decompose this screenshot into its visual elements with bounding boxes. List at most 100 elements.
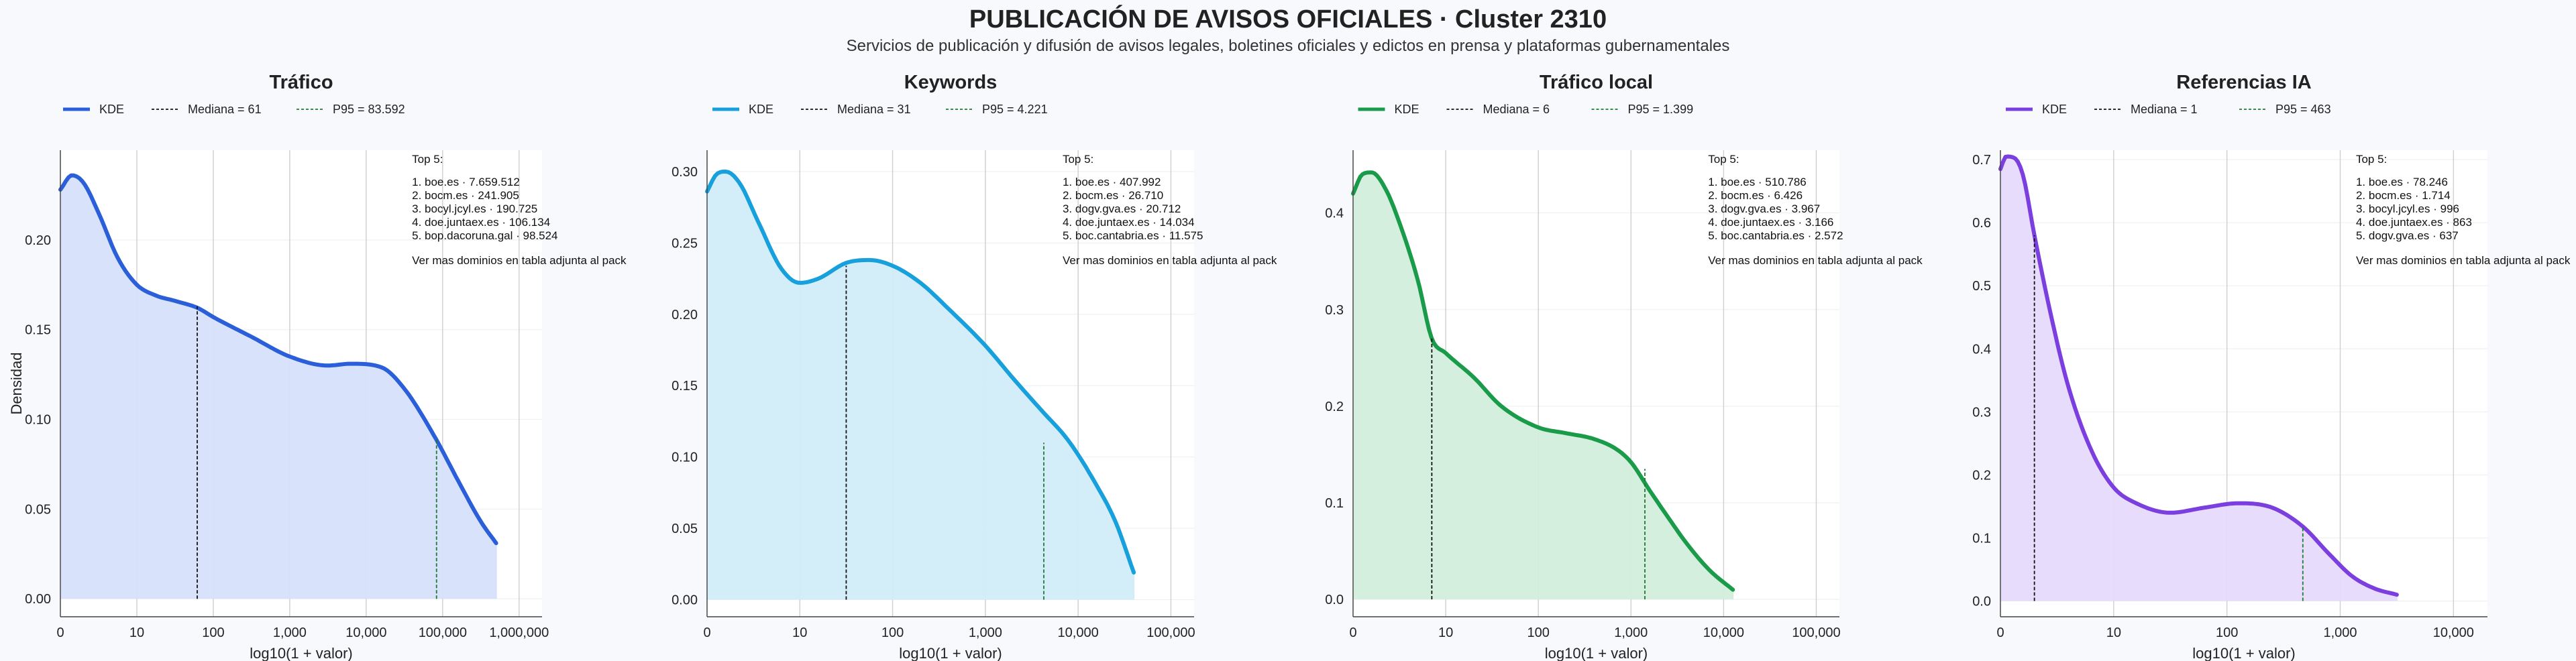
y-tick-label: 0.20 [25, 233, 51, 248]
x-tick-label: 0 [56, 625, 64, 640]
legend-kde-label: KDE [749, 103, 773, 116]
y-tick-label: 0.3 [1972, 405, 1991, 420]
kde-area [2000, 156, 2397, 601]
panel-title: Keywords [904, 72, 998, 93]
x-tick-label: 100 [2216, 625, 2238, 640]
top5-item: 2. bocm.es · 241.905 [412, 189, 519, 202]
kde-area [1353, 172, 1733, 600]
legend-p95-label: P95 = 1.399 [1628, 103, 1694, 116]
top5-item: 1. boe.es · 78.246 [2356, 176, 2448, 188]
page-title: PUBLICACIÓN DE AVISOS OFICIALES · Cluste… [969, 5, 1607, 34]
x-tick-label: 0 [703, 625, 710, 640]
x-tick-label: 10 [2106, 625, 2121, 640]
y-tick-label: 0.20 [672, 308, 698, 322]
x-tick-label: 10,000 [345, 625, 386, 640]
y-tick-label: 0.10 [25, 413, 51, 428]
x-tick-label: 10,000 [1058, 625, 1099, 640]
top5-item: 2. bocm.es · 1.714 [2356, 189, 2451, 202]
x-tick-label: 10,000 [1703, 625, 1744, 640]
top5-item: 1. boe.es · 7.659.512 [412, 176, 520, 188]
top5-item: 5. boc.cantabria.es · 2.572 [1708, 229, 1843, 242]
x-tick-label: 10 [792, 625, 807, 640]
y-tick-label: 0.25 [672, 236, 698, 251]
y-tick-label: 0.5 [1972, 279, 1991, 294]
page-subtitle: Servicios de publicación y difusión de a… [846, 37, 1730, 55]
legend-median-label: Mediana = 6 [1483, 103, 1550, 116]
y-tick-label: 0.7 [1972, 153, 1991, 168]
y-tick-label: 0.2 [1325, 400, 1344, 414]
top5-item: 1. boe.es · 407.992 [1063, 176, 1161, 188]
legend-kde-label: KDE [1395, 103, 1419, 116]
y-tick-label: 0.3 [1325, 303, 1344, 318]
chart-panel-1: Tráfico KDE Mediana = 61 P95 = 83.592 0.00 0.… [8, 72, 627, 661]
top5-header: Top 5: [412, 153, 443, 166]
legend: KDE Mediana = 61 P95 = 83.592 [63, 103, 405, 116]
y-tick-label: 0.05 [25, 502, 51, 517]
y-tick-label: 0.4 [1972, 342, 1991, 357]
x-tick-label: 100 [881, 625, 904, 640]
legend-median-label: Mediana = 31 [837, 103, 911, 116]
kde-area [707, 171, 1134, 600]
kde-area [60, 175, 496, 599]
top5-item: 5. dogv.gva.es · 637 [2356, 229, 2459, 242]
x-tick-label: 0 [1996, 625, 2004, 640]
legend-p95-label: P95 = 83.592 [333, 103, 405, 116]
x-tick-label: 100,000 [419, 625, 467, 640]
top5-item: 2. bocm.es · 26.710 [1063, 189, 1163, 202]
top5-item: 4. doe.juntaex.es · 14.034 [1063, 216, 1195, 229]
legend: KDE Mediana = 1 P95 = 463 [2006, 103, 2331, 116]
panel-title: Tráfico local [1540, 72, 1653, 93]
y-tick-label: 0.1 [1972, 531, 1991, 546]
kde-line [705, 169, 1136, 575]
kde-line [1351, 170, 1735, 592]
x-tick-label: 0 [1349, 625, 1356, 640]
x-tick-label: 1,000,000 [489, 625, 549, 640]
x-axis-label: log10(1 + valor) [899, 645, 1002, 661]
legend-p95-label: P95 = 4.221 [982, 103, 1048, 116]
x-tick-label: 10,000 [2433, 625, 2474, 640]
top5-note: Ver mas dominios en tabla adjunta al pac… [1063, 254, 1277, 267]
top5-item: 3. dogv.gva.es · 3.967 [1708, 202, 1820, 215]
top5-item: 4. doe.juntaex.es · 106.134 [412, 216, 550, 229]
chart-panel-3: Tráfico local KDE Mediana = 6 P95 = 1.399 0.… [1325, 72, 1923, 661]
top5-header: Top 5: [2356, 153, 2387, 166]
top5-item: 4. doe.juntaex.es · 863 [2356, 216, 2472, 229]
top5-item: 3. bocyl.jcyl.es · 996 [2356, 202, 2459, 215]
y-tick-label: 0.0 [1325, 593, 1344, 607]
x-tick-label: 100,000 [1792, 625, 1840, 640]
top5-header: Top 5: [1708, 153, 1739, 166]
chart-panel-4: Referencias IA KDE Mediana = 1 P95 = 463 0.0… [1972, 72, 2571, 661]
top5-item: 5. bop.dacoruna.gal · 98.524 [412, 229, 557, 242]
x-tick-label: 100,000 [1146, 625, 1195, 640]
top5-item: 5. boc.cantabria.es · 11.575 [1063, 229, 1203, 242]
x-tick-label: 1,000 [2323, 625, 2357, 640]
y-tick-label: 0.15 [25, 323, 51, 338]
y-tick-label: 0.30 [672, 165, 698, 180]
y-axis-label: Densidad [8, 353, 25, 415]
y-tick-label: 0.00 [25, 592, 51, 607]
x-tick-label: 100 [202, 625, 224, 640]
y-tick-label: 0.15 [672, 379, 698, 394]
x-axis-label: log10(1 + valor) [250, 645, 352, 661]
x-axis-label: log10(1 + valor) [2192, 645, 2295, 661]
top5-note: Ver mas dominios en tabla adjunta al pac… [412, 254, 627, 267]
x-axis-label: log10(1 + valor) [1545, 645, 1648, 661]
panel-title: Tráfico [269, 72, 333, 93]
top5-item: 3. bocyl.jcyl.es · 190.725 [412, 202, 537, 215]
y-tick-label: 0.00 [672, 593, 698, 607]
legend: KDE Mediana = 31 P95 = 4.221 [712, 103, 1048, 116]
top5-header: Top 5: [1063, 153, 1093, 166]
y-tick-label: 0.6 [1972, 216, 1991, 231]
x-tick-label: 1,000 [1614, 625, 1648, 640]
y-tick-label: 0.0 [1972, 594, 1991, 609]
top5-note: Ver mas dominios en tabla adjunta al pac… [1708, 254, 1923, 267]
top5-item: 1. boe.es · 510.786 [1708, 176, 1807, 188]
y-tick-label: 0.4 [1325, 206, 1344, 221]
y-tick-label: 0.1 [1325, 496, 1344, 511]
chart-panel-2: Keywords KDE Mediana = 31 P95 = 4.221 0.00 0.… [672, 72, 1277, 661]
top5-note: Ver mas dominios en tabla adjunta al pac… [2356, 254, 2571, 267]
legend-kde-label: KDE [99, 103, 124, 116]
y-tick-label: 0.05 [672, 522, 698, 536]
y-tick-label: 0.10 [672, 450, 698, 465]
